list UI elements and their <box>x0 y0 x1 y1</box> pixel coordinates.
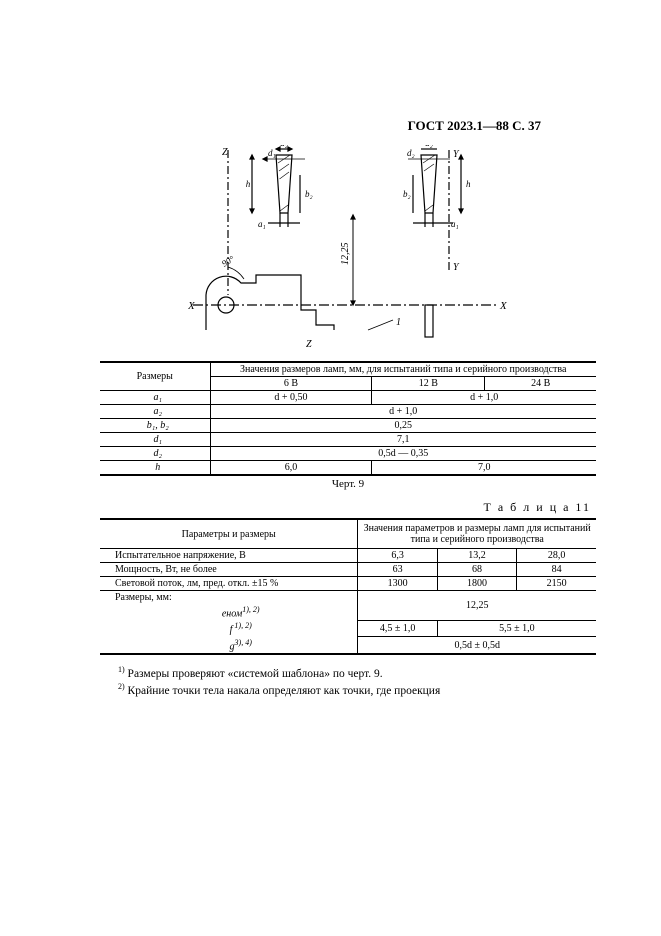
t1-a1-v2: d + 1,0 <box>372 391 596 405</box>
t2-power-0: 63 <box>358 563 437 577</box>
t2-flux-0: 1300 <box>358 577 437 591</box>
svg-text:12,25: 12,25 <box>340 243 351 266</box>
t2-f-lbl: f 1), 2) <box>100 620 358 636</box>
footnote-2-mark: 2) <box>118 682 125 691</box>
svg-text:a₂: a₂ <box>425 145 433 148</box>
svg-text:b₂: b₂ <box>305 189 313 199</box>
t2-g-v: 0,5d ± 0,5d <box>358 637 596 654</box>
svg-text:a₁: a₁ <box>451 219 459 229</box>
svg-text:h: h <box>466 179 471 189</box>
svg-text:X: X <box>188 300 196 312</box>
t1-b-v: 0,25 <box>210 419 596 433</box>
footnotes: 1) Размеры проверяют «системой шаблона» … <box>100 665 596 698</box>
t2-power-1: 68 <box>437 563 516 577</box>
footnote-1: Размеры проверяют «системой шаблона» по … <box>128 668 383 680</box>
t1-d2-lbl: d₂ <box>100 447 210 461</box>
svg-text:d₁: d₁ <box>268 148 276 158</box>
technical-diagram: a₂ d₁ h b₂ a₁ Z <box>188 145 508 355</box>
t2-sizes-lbl: Размеры, мм: <box>100 591 358 605</box>
t1-a1-v1: d + 0,50 <box>210 391 372 405</box>
footnote-1-mark: 1) <box>118 665 125 674</box>
t2-volt-2: 28,0 <box>517 549 596 563</box>
svg-text:Z: Z <box>306 339 312 350</box>
t2-volt-0: 6,3 <box>358 549 437 563</box>
svg-text:X: X <box>499 300 508 312</box>
t1-a2-v: d + 1,0 <box>210 405 596 419</box>
t2-params-header: Параметры и размеры <box>100 519 358 549</box>
svg-text:90°: 90° <box>220 254 236 269</box>
t1-a2-lbl: a₂ <box>100 405 210 419</box>
t1-d2-v: 0,5d — 0,35 <box>210 447 596 461</box>
page-header: ГОСТ 2023.1—88 С. 37 <box>408 118 541 134</box>
t2-g-lbl: g3), 4) <box>100 637 358 654</box>
parameters-table: Параметры и размеры Значения параметров … <box>100 518 596 655</box>
svg-text:Y: Y <box>453 262 460 273</box>
t2-f-v1: 4,5 ± 1,0 <box>358 620 437 636</box>
t1-d1-v: 7,1 <box>210 433 596 447</box>
svg-text:Z: Z <box>222 147 228 158</box>
t2-e-lbl: eном1), 2) <box>100 604 358 620</box>
t2-e-v: 12,25 <box>358 591 596 621</box>
t2-power-2: 84 <box>517 563 596 577</box>
t1-col-24v: 24 В <box>485 377 596 391</box>
t1-sizes-header: Размеры <box>100 362 210 391</box>
svg-text:1: 1 <box>396 317 401 328</box>
footnote-2: Крайние точки тела накала определяют как… <box>128 685 441 697</box>
svg-text:a₁: a₁ <box>258 219 266 229</box>
t1-group-header: Значения размеров ламп, мм, для испытани… <box>210 362 596 377</box>
svg-text:b₂: b₂ <box>403 189 411 199</box>
t2-volt-1: 13,2 <box>437 549 516 563</box>
t2-flux-1: 1800 <box>437 577 516 591</box>
t2-f-v2: 5,5 ± 1,0 <box>437 620 596 636</box>
svg-text:h: h <box>246 179 251 189</box>
t2-flux-lbl: Световой поток, лм, пред. откл. ±15 % <box>100 577 358 591</box>
t1-col-6v: 6 В <box>210 377 372 391</box>
table2-label: Т а б л и ц а 11 <box>100 500 596 515</box>
t2-power-lbl: Мощность, Вт, не более <box>100 563 358 577</box>
svg-text:d₂: d₂ <box>407 148 415 158</box>
t1-h-lbl: h <box>100 461 210 476</box>
t1-h-v1: 6,0 <box>210 461 372 476</box>
t1-b-lbl: b₁, b₂ <box>100 419 210 433</box>
t1-d1-lbl: d₁ <box>100 433 210 447</box>
svg-text:a₂: a₂ <box>280 145 288 148</box>
t2-volt-lbl: Испытательное напряжение, В <box>100 549 358 563</box>
dimensions-table: Размеры Значения размеров ламп, мм, для … <box>100 361 596 476</box>
diagram-caption: Черт. 9 <box>100 478 596 490</box>
t2-values-header: Значения параметров и размеры ламп для и… <box>358 519 596 549</box>
t2-flux-2: 2150 <box>517 577 596 591</box>
t1-col-12v: 12 В <box>372 377 485 391</box>
t1-h-v2: 7,0 <box>372 461 596 476</box>
t1-a1-lbl: a₁ <box>100 391 210 405</box>
